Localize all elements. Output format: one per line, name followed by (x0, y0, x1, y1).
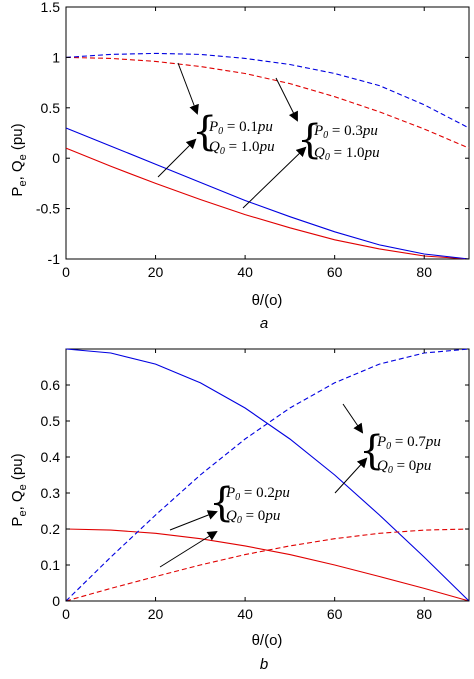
annotation-arrow (334, 457, 368, 494)
ticks-group-b: 0 20 40 60 80 0 0.1 0.2 0.3 0.4 0.5 0.6 (41, 349, 469, 622)
series-group-a (65, 52, 470, 260)
x-tick-label: 0 (62, 606, 70, 622)
annotation-arrow (157, 138, 197, 178)
y-tick-label: -0.5 (36, 201, 60, 217)
y-axis-label-p-sub: e (17, 180, 29, 186)
y-tick-label: 1.5 (41, 0, 61, 15)
y-axis-label-b: Pe, Qe (pu) (9, 453, 29, 526)
annotation-arrow (275, 77, 298, 122)
y-tick-label: -1 (48, 251, 61, 267)
annotation-p-line: P0 = 0.1pu (208, 119, 273, 137)
y-tick-label: 0.3 (41, 485, 61, 501)
x-tick-label: 20 (148, 264, 164, 280)
annotation-q-line: Q0 = 1.0pu (314, 145, 380, 163)
series-group-b (65, 348, 470, 602)
y-axis-label-q-sub: e (17, 154, 29, 160)
x-tick-label: 80 (416, 606, 432, 622)
series-line-dashed-2 (65, 528, 470, 602)
y-axis-label-q: , Q (9, 490, 26, 510)
x-tick-label: 40 (237, 264, 253, 280)
annotation-q-line: Q0 = 1.0pu (209, 139, 275, 157)
annotation-a2: { P0 = 0.3pu Q0 = 1.0pu (242, 77, 380, 209)
x-tick-label: 40 (237, 606, 253, 622)
y-axis-label-q: , Q (9, 160, 26, 180)
annotation-b2: { P0 = 0.7pu Q0 = 0pu (334, 403, 441, 494)
y-tick-label: 0.5 (41, 413, 61, 429)
annotation-b1: { P0 = 0.2pu Q0 = 0pu (159, 480, 290, 568)
y-tick-label: 0.6 (41, 377, 61, 393)
annotation-p-line: P0 = 0.7pu (376, 434, 441, 452)
series-line-solid-0 (65, 528, 470, 602)
annotation-arrow (242, 146, 307, 209)
y-tick-label: 0.5 (41, 100, 61, 116)
panel-label-b: b (260, 656, 268, 673)
series-line-dashed-3 (65, 52, 470, 129)
plot-frame-a (65, 6, 470, 260)
series-line-dashed-3 (65, 348, 470, 602)
chart-panel-b: 0 20 40 60 80 0 0.1 0.2 0.3 0.4 0.5 0.6 Pe, Qe (pu)… (9, 348, 470, 673)
y-axis-label-unit: (pu) (9, 123, 26, 154)
x-tick-label: 60 (327, 606, 343, 622)
y-tick-label: 1 (52, 49, 60, 65)
annotation-arrow (342, 403, 364, 434)
x-tick-label: 0 (62, 264, 70, 280)
y-tick-label: 0 (52, 150, 60, 166)
annotation-arrow (169, 510, 218, 531)
plot-frame-b (65, 348, 470, 602)
annotation-a1: { P0 = 0.1pu Q0 = 1.0pu (157, 62, 275, 178)
y-axis-label-a: Pe, Qe (pu) (9, 123, 29, 196)
y-axis-label-p: P (9, 517, 26, 527)
annotation-q-line: Q0 = 0pu (226, 508, 280, 526)
y-tick-label: 0 (52, 593, 60, 609)
chart-panel-a: 0 20 40 60 80 -1 -0.5 0 0.5 1 1.5 Pe, Qe (pu) θ/(o… (9, 0, 470, 332)
y-tick-label: 0.1 (41, 557, 61, 573)
annotation-p-line: P0 = 0.2pu (225, 485, 290, 503)
annotation-arrow (177, 62, 199, 115)
series-line-solid-0 (65, 147, 470, 260)
y-axis-label-p-sub: e (17, 510, 29, 516)
ticks-group-a: 0 20 40 60 80 -1 -0.5 0 0.5 1 1.5 (36, 0, 469, 280)
panel-label-a: a (260, 315, 268, 332)
series-line-dashed-2 (65, 56, 470, 149)
y-axis-label-unit: (pu) (9, 453, 26, 484)
x-tick-label: 80 (416, 264, 432, 280)
series-line-solid-1 (65, 348, 470, 602)
y-tick-label: 0.2 (41, 521, 61, 537)
series-line-solid-1 (65, 127, 470, 260)
x-axis-label-b: θ/(o) (252, 632, 283, 649)
y-tick-label: 0.4 (41, 449, 61, 465)
x-axis-label-a: θ/(o) (252, 292, 283, 309)
y-axis-label-p: P (9, 187, 26, 197)
annotation-q-line: Q0 = 0pu (377, 458, 431, 476)
annotation-arrow (159, 530, 218, 568)
x-tick-label: 60 (327, 264, 343, 280)
y-axis-label-q-sub: e (17, 484, 29, 490)
x-tick-label: 20 (148, 606, 164, 622)
annotation-p-line: P0 = 0.3pu (313, 123, 378, 141)
